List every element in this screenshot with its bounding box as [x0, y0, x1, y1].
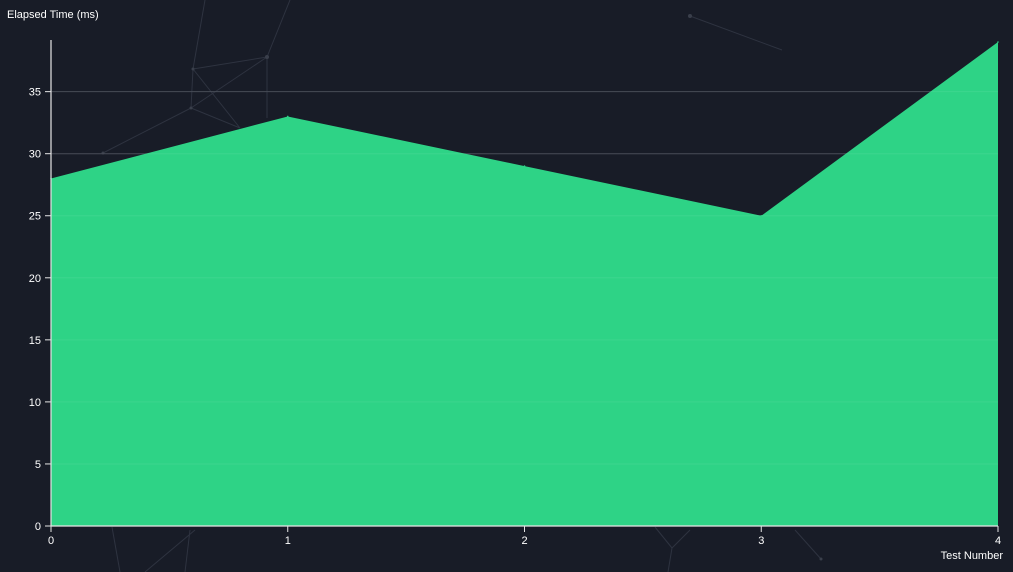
data-point [997, 41, 999, 43]
area-series [51, 42, 998, 526]
y-tick-label: 10 [29, 397, 41, 409]
data-point [523, 165, 526, 167]
plot-area [50, 41, 999, 526]
x-tick-label: 0 [48, 535, 54, 547]
y-tick-label: 0 [35, 521, 41, 533]
data-point [760, 214, 763, 217]
y-axis-title: Elapsed Time (ms) [7, 9, 99, 21]
y-tick-label: 35 [29, 87, 41, 99]
x-axis-title: Test Number [941, 550, 1004, 562]
y-tick-label: 5 [35, 459, 41, 471]
y-axis: 0 5 10 15 20 25 30 35 [29, 40, 52, 533]
y-tick-label: 20 [29, 273, 41, 285]
background-network-decoration [101, 0, 823, 572]
x-tick-label: 4 [995, 535, 1001, 547]
x-tick-label: 2 [521, 535, 527, 547]
x-tick-label: 1 [285, 535, 291, 547]
x-axis: 0 1 2 3 4 [48, 525, 1001, 547]
y-tick-label: 15 [29, 335, 41, 347]
y-tick-label: 30 [29, 149, 41, 161]
data-point [286, 115, 289, 118]
x-tick-label: 3 [758, 535, 764, 547]
y-tick-label: 25 [29, 211, 41, 223]
